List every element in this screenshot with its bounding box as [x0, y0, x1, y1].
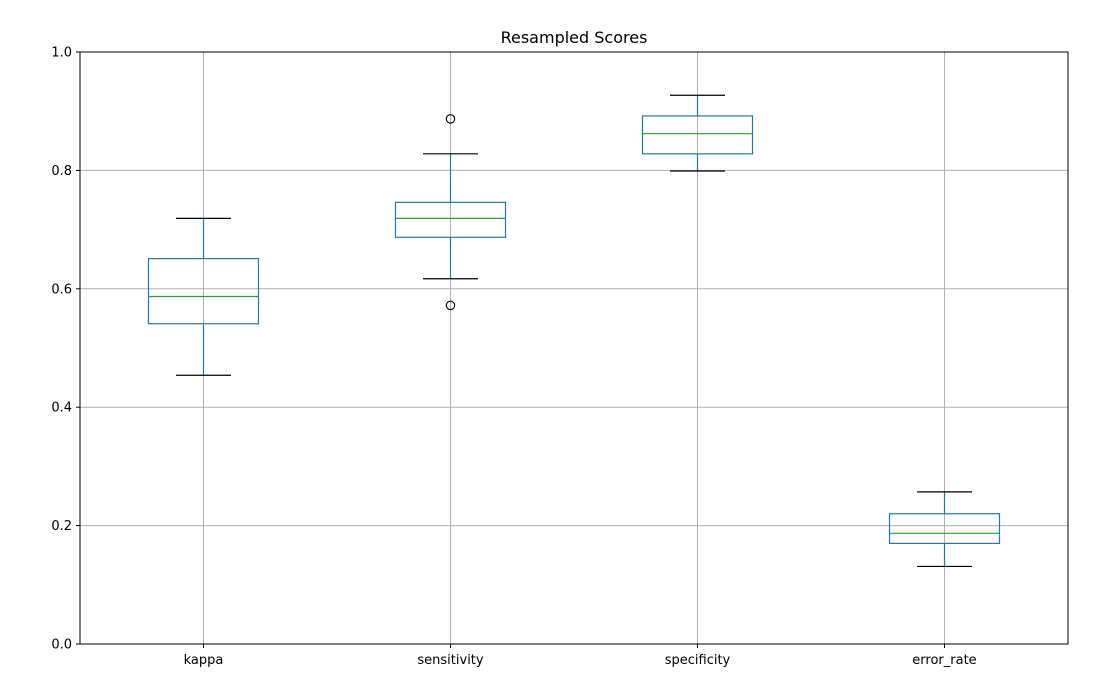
plot-frame: [79, 51, 1069, 645]
y-tick-label: 0.2: [51, 519, 72, 534]
y-tick-label: 1.0: [51, 46, 72, 61]
x-tick-label: kappa: [184, 653, 224, 668]
box-error_rate: [888, 491, 1001, 568]
x-tick-label: specificity: [665, 653, 731, 668]
iqr-box: [641, 115, 754, 155]
x-tick-label: error_rate: [912, 653, 976, 668]
iqr-box: [888, 513, 1001, 544]
chart-title: Resampled Scores: [501, 28, 648, 47]
iqr-box: [147, 258, 260, 325]
box-kappa: [147, 217, 260, 376]
iqr-box: [394, 201, 507, 238]
outlier-point: [445, 114, 456, 124]
x-tick-label: sensitivity: [417, 653, 484, 668]
box-specificity: [641, 94, 754, 172]
y-tick-label: 0.8: [51, 164, 72, 179]
y-tick-label: 0.4: [51, 401, 72, 416]
y-tick-label: 0.0: [51, 638, 72, 653]
box-plots: [147, 94, 1001, 568]
outlier-point: [445, 300, 456, 311]
box-sensitivity: [394, 114, 507, 311]
y-tick-label: 0.6: [51, 282, 72, 297]
axes: 0.0 0.2 0.4 0.6 0.8 1.0 kappa sensitivity specif…: [51, 46, 976, 669]
